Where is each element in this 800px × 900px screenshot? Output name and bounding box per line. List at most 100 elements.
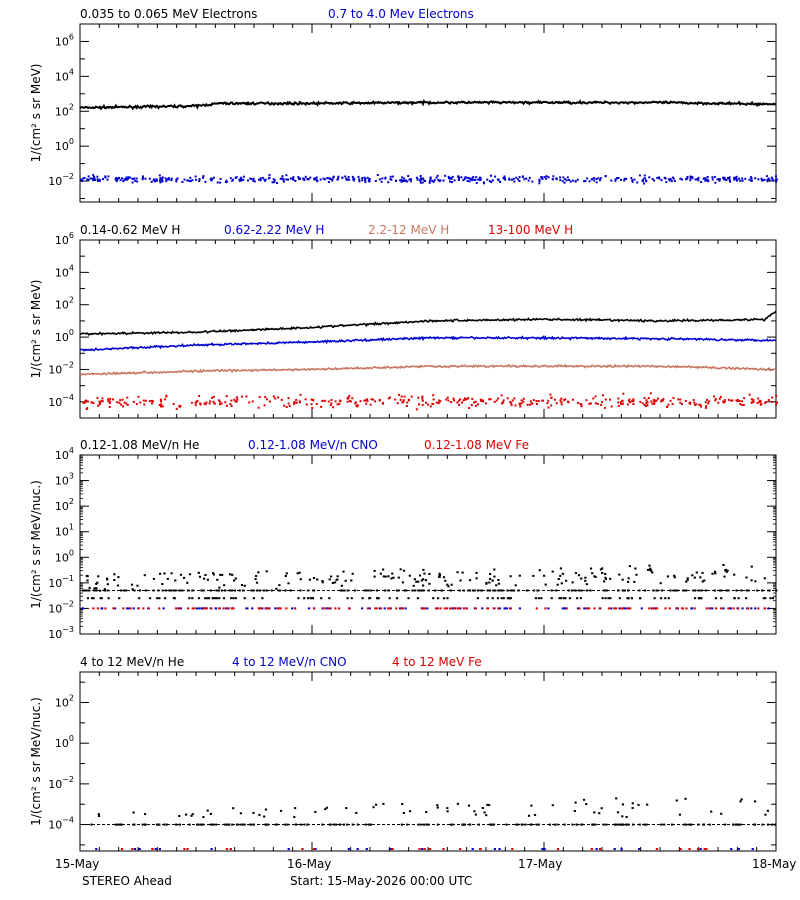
data-point <box>380 180 383 183</box>
data-point <box>165 180 168 183</box>
data-point <box>727 398 730 401</box>
data-point <box>426 607 429 610</box>
data-point <box>620 848 623 850</box>
data-point <box>225 181 228 183</box>
data-point <box>655 399 658 402</box>
data-point <box>159 398 162 401</box>
data-point <box>767 607 770 610</box>
data-point <box>143 403 146 406</box>
data-point <box>429 405 432 408</box>
data-point <box>330 399 333 401</box>
data-point <box>402 812 405 814</box>
data-point <box>759 403 762 406</box>
data-point <box>718 397 721 400</box>
data-point <box>523 178 526 181</box>
data-point <box>234 400 237 403</box>
data-point <box>547 607 550 610</box>
data-point <box>623 177 626 180</box>
data-point <box>456 802 459 805</box>
data-point <box>470 179 473 182</box>
data-point <box>273 179 276 182</box>
data-point <box>543 574 546 577</box>
data-point <box>479 398 482 401</box>
data-point <box>497 579 500 581</box>
data-point <box>374 400 377 403</box>
data-point <box>723 399 726 402</box>
data-point <box>225 404 228 407</box>
data-point <box>473 810 476 813</box>
data-point <box>293 402 296 405</box>
data-point <box>229 177 232 180</box>
data-point <box>630 177 633 179</box>
data-point <box>604 175 607 178</box>
data-point <box>194 401 197 404</box>
data-point <box>314 810 317 813</box>
data-point <box>594 823 597 826</box>
data-point <box>555 178 558 181</box>
data-point <box>628 565 631 568</box>
data-point <box>150 402 153 405</box>
data-point <box>609 597 612 600</box>
data-point <box>623 179 626 182</box>
data-point <box>82 177 85 180</box>
data-point <box>296 572 299 575</box>
y-tick-label: 101 <box>55 523 74 539</box>
data-point <box>619 607 622 610</box>
data-point <box>223 584 226 587</box>
data-point <box>417 580 420 583</box>
data-point <box>421 177 424 180</box>
data-point <box>144 823 147 826</box>
data-point <box>465 607 468 610</box>
data-point <box>621 400 624 402</box>
data-point <box>722 400 725 403</box>
data-point <box>671 403 674 405</box>
data-point <box>188 597 191 600</box>
data-point <box>545 177 548 180</box>
data-point <box>120 848 124 850</box>
data-point <box>255 581 259 584</box>
data-point <box>604 576 607 579</box>
data-point <box>509 575 512 578</box>
data-point <box>453 179 456 182</box>
data-point <box>285 406 288 408</box>
data-point <box>175 407 178 410</box>
data-point <box>423 572 426 575</box>
data-point <box>483 811 486 814</box>
data-point <box>162 607 165 610</box>
data-point <box>175 180 178 183</box>
data-point <box>271 181 274 184</box>
data-point <box>627 597 630 600</box>
data-point <box>750 607 753 610</box>
data-point <box>437 178 440 181</box>
data-point <box>224 589 227 592</box>
data-point <box>270 589 273 592</box>
data-point <box>87 175 90 178</box>
data-point <box>96 581 99 584</box>
data-point <box>456 607 459 610</box>
data-point <box>225 179 228 182</box>
data-point <box>284 575 287 577</box>
data-point <box>98 178 101 181</box>
data-point <box>312 577 316 579</box>
data-point <box>673 180 676 183</box>
data-point <box>467 177 470 180</box>
data-point <box>775 178 777 181</box>
data-point <box>706 176 709 178</box>
data-point <box>186 848 189 850</box>
data-point <box>693 597 697 600</box>
data-point <box>700 181 703 183</box>
data-point <box>501 402 503 405</box>
data-point <box>614 178 617 181</box>
data-point <box>604 573 607 575</box>
data-point <box>475 176 478 179</box>
data-point <box>529 823 532 826</box>
data-point <box>95 848 98 850</box>
data-point <box>120 823 123 826</box>
data-point <box>510 404 513 407</box>
data-point <box>320 597 323 600</box>
data-point <box>226 607 229 610</box>
data-point <box>751 848 754 850</box>
y-tick-label: 104 <box>55 446 74 462</box>
data-point <box>239 823 242 826</box>
data-point <box>397 576 400 579</box>
